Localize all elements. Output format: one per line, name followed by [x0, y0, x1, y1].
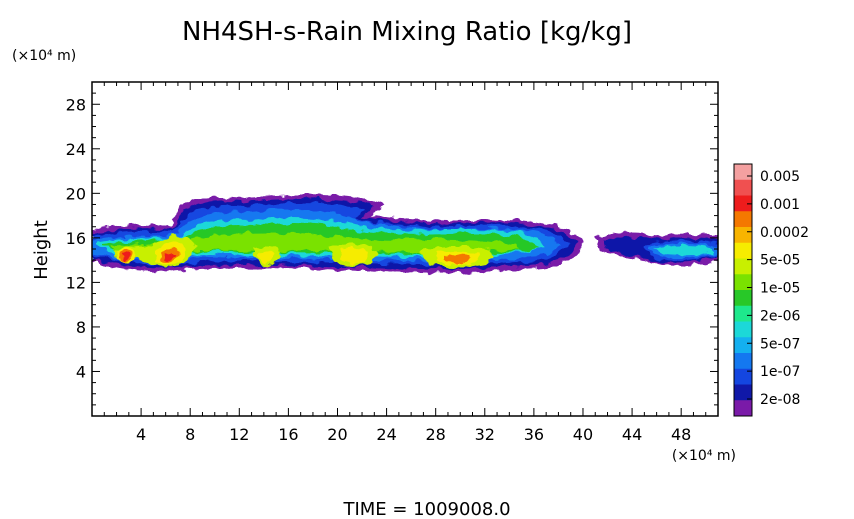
colorbar-label: 1e-07	[760, 364, 800, 380]
x-tick-label: 12	[229, 425, 249, 444]
colorbar-label: 0.001	[760, 197, 800, 213]
colorbar-swatch	[734, 242, 752, 259]
colorbar-swatch	[734, 368, 752, 385]
chart-title: NH4SH-s-Rain Mixing Ratio [kg/kg]	[182, 17, 632, 47]
colorbar-swatch	[734, 258, 752, 275]
contour-level-0.005	[120, 248, 472, 264]
colorbar-swatch	[734, 290, 752, 307]
y-tick-label: 4	[76, 362, 86, 381]
colorbar-swatch	[734, 337, 752, 354]
y-axis-label: Height	[31, 220, 52, 280]
y-tick-label: 8	[76, 318, 86, 337]
colorbar-swatch	[734, 274, 752, 291]
colorbar-swatch	[734, 211, 752, 228]
x-unit-label: (×10⁴ m)	[672, 448, 736, 464]
time-label: TIME = 1009008.0	[342, 499, 510, 519]
x-tick-label: 16	[278, 425, 298, 444]
colorbar-label: 2e-08	[760, 392, 800, 408]
colorbar-swatch	[734, 179, 752, 196]
colorbar-label: 5e-05	[760, 253, 800, 269]
x-tick-label: 24	[376, 425, 396, 444]
colorbar-label: 0.005	[760, 169, 800, 185]
x-tick-label: 20	[327, 425, 347, 444]
x-tick-label: 32	[475, 425, 495, 444]
y-tick-label: 16	[66, 229, 86, 248]
x-tick-label: 8	[185, 425, 195, 444]
x-tick-label: 4	[136, 425, 146, 444]
colorbar-swatch	[734, 353, 752, 370]
x-tick-label: 36	[524, 425, 544, 444]
colorbar-swatch	[734, 195, 752, 212]
colorbar: 0.005 0.001 0.0002 5e-05 1e-05 2e-06 5e-07 1e-0…	[733, 163, 809, 417]
x-tick-label: 28	[426, 425, 446, 444]
x-tick-label: 44	[622, 425, 642, 444]
y-unit-label: (×10⁴ m)	[12, 48, 76, 64]
x-tick-label: 48	[671, 425, 691, 444]
colorbar-swatch	[734, 400, 752, 417]
y-tick-label: 12	[66, 273, 86, 292]
y-axis: 4 8 12 16 20 24 28	[66, 92, 718, 406]
colorbar-swatch	[734, 305, 752, 322]
colorbar-swatch	[734, 321, 752, 338]
colorbar-label: 5e-07	[760, 336, 800, 352]
colorbar-label: 2e-06	[760, 308, 800, 324]
colorbar-label: 1e-05	[760, 281, 800, 297]
colorbar-swatch	[734, 227, 752, 244]
colorbar-swatch	[734, 384, 752, 401]
colorbar-frame	[733, 163, 753, 417]
colorbar-swatch	[734, 164, 752, 181]
contour-field	[92, 195, 718, 273]
x-axis: 4 8 12 16 20 24 28 32 36 40 44 48	[103, 82, 707, 444]
y-tick-label: 28	[66, 95, 86, 114]
y-tick-label: 24	[66, 140, 86, 159]
y-tick-label: 20	[66, 184, 86, 203]
x-tick-label: 40	[573, 425, 593, 444]
colorbar-label: 0.0002	[760, 225, 809, 241]
contour-level-1e-04	[110, 233, 520, 252]
